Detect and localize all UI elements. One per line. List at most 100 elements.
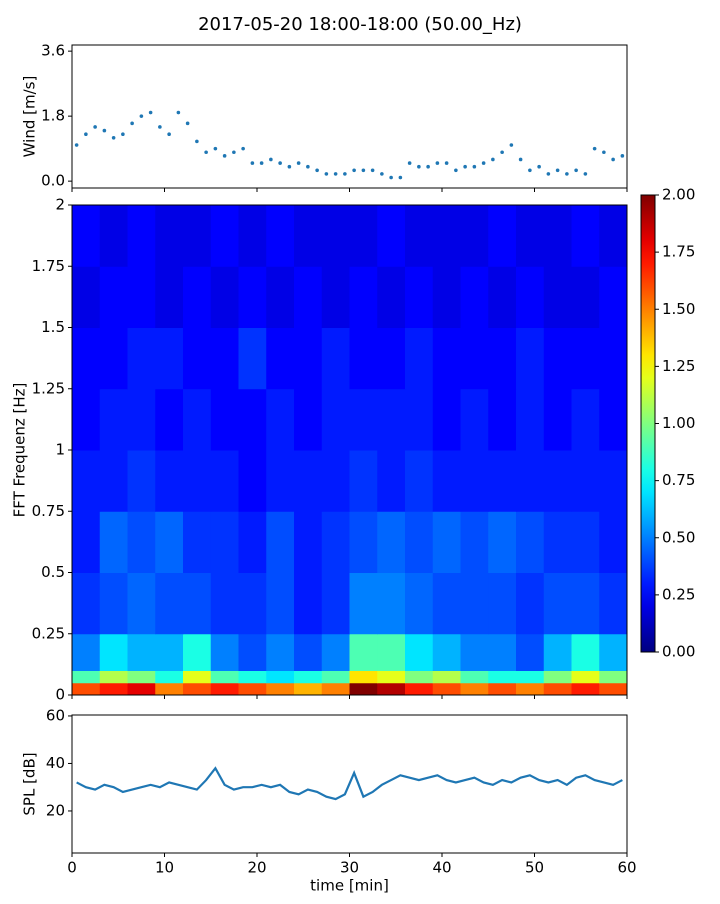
point	[602, 150, 606, 155]
y-axis-label: FFT Frequenz [Hz]	[11, 383, 29, 518]
heat-cell	[349, 266, 378, 328]
point	[380, 172, 384, 176]
heat-cell	[349, 670, 378, 684]
panel	[76, 766, 623, 801]
heat-cell	[238, 511, 267, 573]
heat-cell	[571, 205, 600, 267]
heat-cell	[488, 205, 517, 267]
heat-cell	[460, 205, 489, 267]
heat-cell	[377, 633, 406, 671]
heat-cell	[432, 633, 461, 671]
heat-cell	[321, 511, 350, 573]
point	[176, 110, 181, 115]
point	[472, 164, 477, 169]
figure-title: 2017-05-20 18:00-18:00 (50.00_Hz)	[198, 14, 522, 35]
point	[463, 164, 467, 169]
heat-cell	[488, 633, 517, 671]
heat-cell	[294, 511, 323, 573]
heat-cell	[155, 572, 184, 635]
heat-cell	[210, 388, 239, 451]
heat-cell	[321, 266, 350, 328]
y-tick-label: 1.8	[41, 107, 65, 125]
heat-cell	[72, 450, 101, 512]
point	[185, 121, 190, 126]
heat-cell	[321, 572, 350, 635]
heat-cell	[432, 388, 461, 451]
heat-cell	[127, 327, 156, 390]
heat-cell	[599, 511, 628, 573]
heat-cell	[349, 633, 378, 671]
panel	[74, 110, 625, 180]
y-tick-label: 1.75	[32, 257, 65, 275]
heat-cell	[266, 633, 295, 671]
heat-cell	[321, 682, 350, 696]
heat-cell	[99, 572, 128, 635]
heat-cell	[571, 633, 600, 671]
heat-cell	[99, 670, 128, 684]
point	[398, 175, 403, 180]
heat-cell	[599, 633, 628, 671]
point	[537, 164, 541, 169]
heat-cell	[72, 205, 101, 267]
heat-cell	[460, 511, 489, 573]
heat-cell	[405, 450, 434, 512]
point	[287, 164, 292, 169]
heat-cell	[432, 266, 461, 328]
heat-cell	[294, 388, 323, 451]
point	[84, 132, 88, 136]
heat-cell	[377, 266, 406, 328]
heat-cell	[238, 670, 267, 684]
heat-cell	[377, 450, 406, 512]
heat-cell	[349, 205, 378, 267]
heat-cell	[460, 633, 489, 671]
heat-cell	[238, 633, 267, 671]
heat-cell	[72, 327, 101, 390]
heat-cell	[72, 633, 101, 671]
heat-cell	[460, 572, 489, 635]
heat-cell	[432, 450, 461, 512]
x-tick-label: 40	[432, 859, 451, 877]
heat-cell	[321, 633, 350, 671]
heat-cell	[266, 682, 295, 696]
heat-cell	[405, 682, 434, 696]
point	[232, 150, 236, 155]
heat-cell	[127, 450, 156, 512]
heat-cell	[210, 205, 239, 267]
heat-cell	[543, 205, 572, 267]
y-tick-label: 40	[46, 754, 65, 772]
point	[500, 150, 504, 155]
y-axis-label: SPL [dB]	[21, 752, 39, 815]
heat-cell	[599, 670, 628, 684]
point	[259, 161, 264, 165]
heat-cell	[349, 682, 378, 696]
point	[565, 172, 569, 176]
heat-cell	[377, 327, 406, 390]
heat-cell	[127, 511, 156, 573]
heat-cell	[599, 682, 628, 696]
point	[426, 164, 430, 169]
heat-cell	[155, 682, 184, 696]
point	[167, 132, 171, 136]
heat-cell	[488, 266, 517, 328]
heat-cell	[155, 205, 184, 267]
heat-cell	[349, 511, 378, 573]
heat-cell	[238, 327, 267, 390]
heat-cell	[516, 633, 545, 671]
point	[306, 164, 310, 169]
point	[444, 161, 449, 165]
heat-cell	[294, 266, 323, 328]
heat-cell	[127, 670, 156, 684]
y-tick-label: 0.5	[41, 563, 65, 581]
heat-cell	[183, 670, 212, 684]
point	[333, 172, 338, 176]
heat-cell	[127, 266, 156, 328]
heat-cell	[488, 327, 517, 390]
heat-cell	[155, 388, 184, 451]
heat-cell	[238, 682, 267, 696]
heat-cell	[210, 572, 239, 635]
heat-cell	[543, 670, 572, 684]
heat-cell	[543, 682, 572, 696]
y-tick-label: 0	[55, 686, 65, 704]
heat-cell	[99, 682, 128, 696]
heat-cell	[405, 205, 434, 267]
